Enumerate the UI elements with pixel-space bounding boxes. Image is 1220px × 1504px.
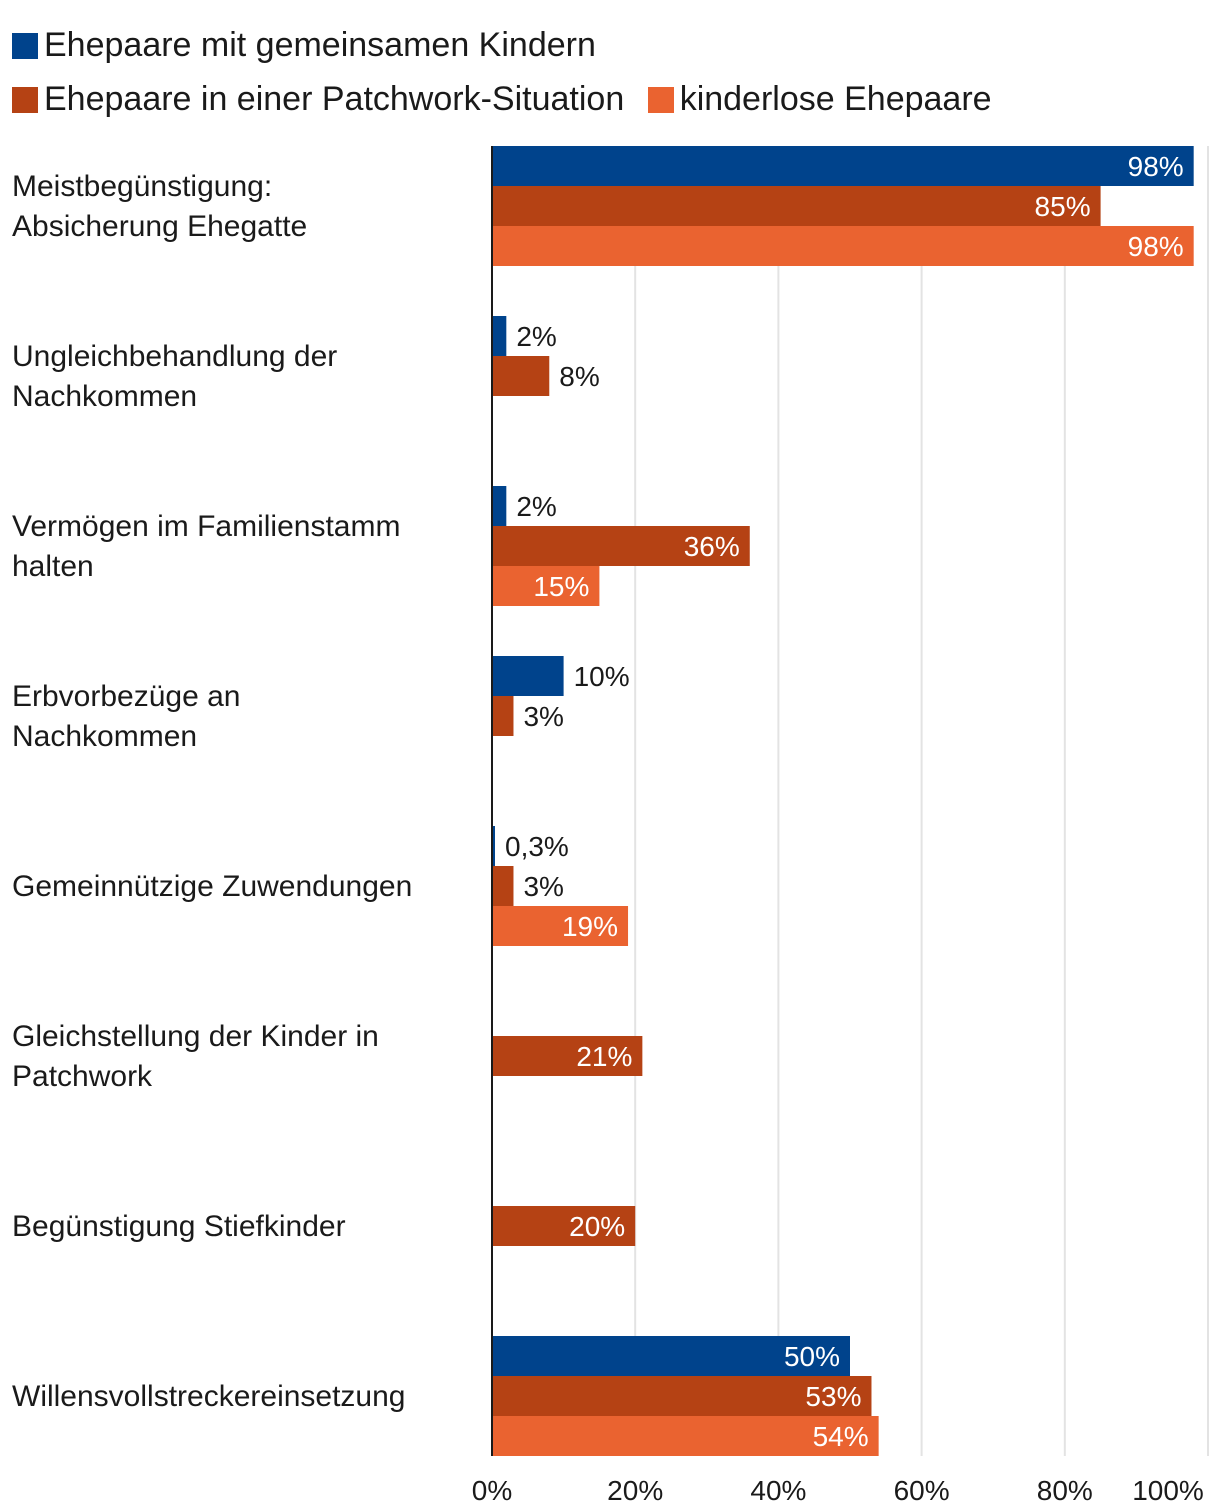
data-label: 85%	[1035, 191, 1091, 222]
bar	[492, 656, 564, 696]
x-tick-label: 40%	[750, 1475, 806, 1504]
bar	[492, 486, 507, 526]
bar	[492, 146, 1194, 186]
x-tick-label: 60%	[894, 1475, 950, 1504]
category-label: Patchwork	[12, 1060, 153, 1093]
category-label: Erbvorbezüge an	[12, 680, 241, 713]
data-label: 53%	[805, 1381, 861, 1412]
bar	[492, 1036, 643, 1076]
data-label: 19%	[562, 911, 618, 942]
legend-label: Ehepaare mit gemeinsamen Kindern	[44, 26, 596, 64]
x-tick-label: 100%	[1132, 1475, 1204, 1504]
bar	[492, 696, 514, 736]
data-label: 3%	[523, 701, 563, 732]
data-label: 98%	[1128, 231, 1184, 262]
data-label: 10%	[574, 661, 630, 692]
bar	[492, 1336, 850, 1376]
legend-swatch	[647, 87, 674, 113]
data-label: 50%	[784, 1341, 840, 1372]
category-label: Gemeinnützige Zuwendungen	[12, 870, 412, 903]
bar	[492, 566, 600, 606]
data-label: 3%	[523, 871, 563, 902]
bar	[492, 866, 514, 906]
category-label: Gleichstellung der Kinder in	[12, 1020, 379, 1053]
category-label: Absicherung Ehegatte	[12, 210, 307, 243]
data-label: 8%	[559, 361, 599, 392]
x-tick-label: 20%	[607, 1475, 663, 1504]
data-label: 36%	[684, 531, 740, 562]
category-label: Begünstigung Stiefkinder	[12, 1210, 346, 1243]
category-label: Ungleichbehandlung der	[12, 340, 337, 373]
bar	[492, 226, 1194, 266]
x-tick-label: 0%	[472, 1475, 512, 1504]
data-label: 54%	[813, 1421, 869, 1452]
bar	[492, 186, 1101, 226]
legend-swatch	[12, 33, 38, 59]
data-label: 21%	[576, 1041, 632, 1072]
bar	[492, 826, 495, 866]
bar	[492, 316, 507, 356]
legend-label: Ehepaare in einer Patchwork-Situation	[44, 80, 625, 118]
category-label: Vermögen im Familienstamm	[12, 510, 400, 543]
legend-item-series-3: kinderlose Ehepaare	[647, 72, 992, 126]
bar	[492, 356, 550, 396]
bar	[492, 1416, 879, 1456]
category-label: Nachkommen	[12, 380, 197, 413]
legend-item-series-2: Ehepaare in einer Patchwork-Situation	[12, 72, 624, 126]
category-label: Meistbegünstigung:	[12, 170, 272, 203]
x-tick-label: 80%	[1037, 1475, 1093, 1504]
category-label: Nachkommen	[12, 720, 197, 753]
bar	[492, 1376, 872, 1416]
bar	[492, 1206, 636, 1246]
data-label: 2%	[516, 491, 556, 522]
data-label: 0,3%	[505, 831, 569, 862]
legend-swatch	[12, 87, 38, 113]
legend: Ehepaare mit gemeinsamen Kindern Ehepaar…	[12, 18, 1212, 126]
data-label: 15%	[533, 571, 589, 602]
category-label: Willensvollstreckereinsetzung	[12, 1380, 406, 1413]
category-label: halten	[12, 550, 94, 583]
bar	[492, 906, 629, 946]
data-label: 98%	[1128, 151, 1184, 182]
data-label: 20%	[569, 1211, 625, 1242]
bar	[492, 526, 750, 566]
legend-label: kinderlose Ehepaare	[679, 80, 992, 118]
data-label: 2%	[516, 321, 556, 352]
legend-item-series-1: Ehepaare mit gemeinsamen Kindern	[12, 18, 596, 72]
